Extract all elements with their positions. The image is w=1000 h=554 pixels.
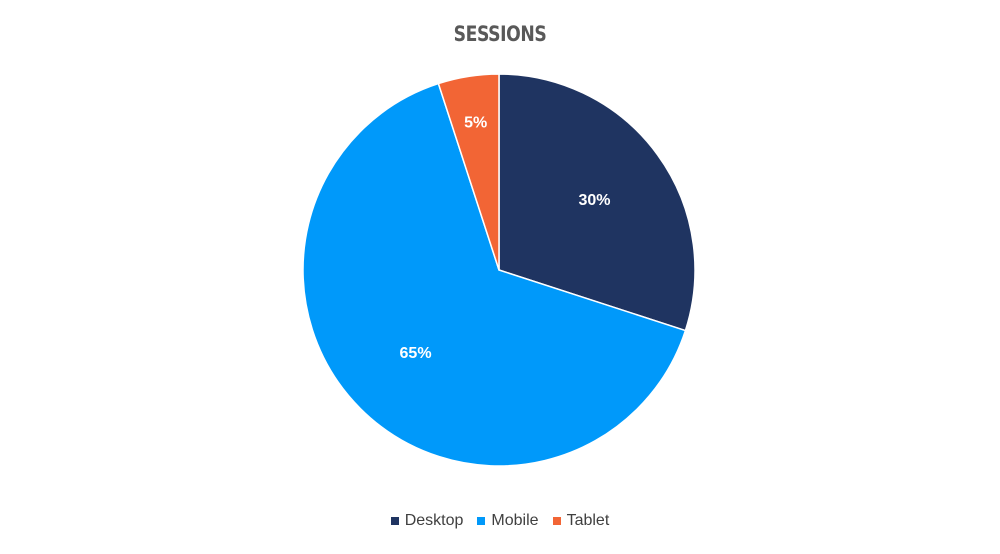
chart-title: SESSIONS [453,22,547,46]
pie-slice-tablet [437,73,500,271]
legend-label-mobile: Mobile [491,512,539,529]
legend-swatch-tablet [552,517,561,525]
pie-slice-desktop [498,73,696,332]
pie-slice-mobile [302,82,687,467]
data-label-desktop: 30% [578,192,610,209]
legend-label-tablet: Tablet [566,512,610,529]
legend-item-desktop: Desktop [390,512,464,530]
legend-item-tablet: Tablet [552,512,610,530]
legend: Desktop Mobile Tablet [0,512,1000,530]
legend-item-mobile: Mobile [477,512,539,530]
legend-label-desktop: Desktop [404,512,464,529]
legend-swatch-desktop [390,517,399,525]
data-label-tablet: 5% [464,114,487,131]
data-label-mobile: 65% [400,345,432,362]
legend-swatch-mobile [477,517,486,525]
